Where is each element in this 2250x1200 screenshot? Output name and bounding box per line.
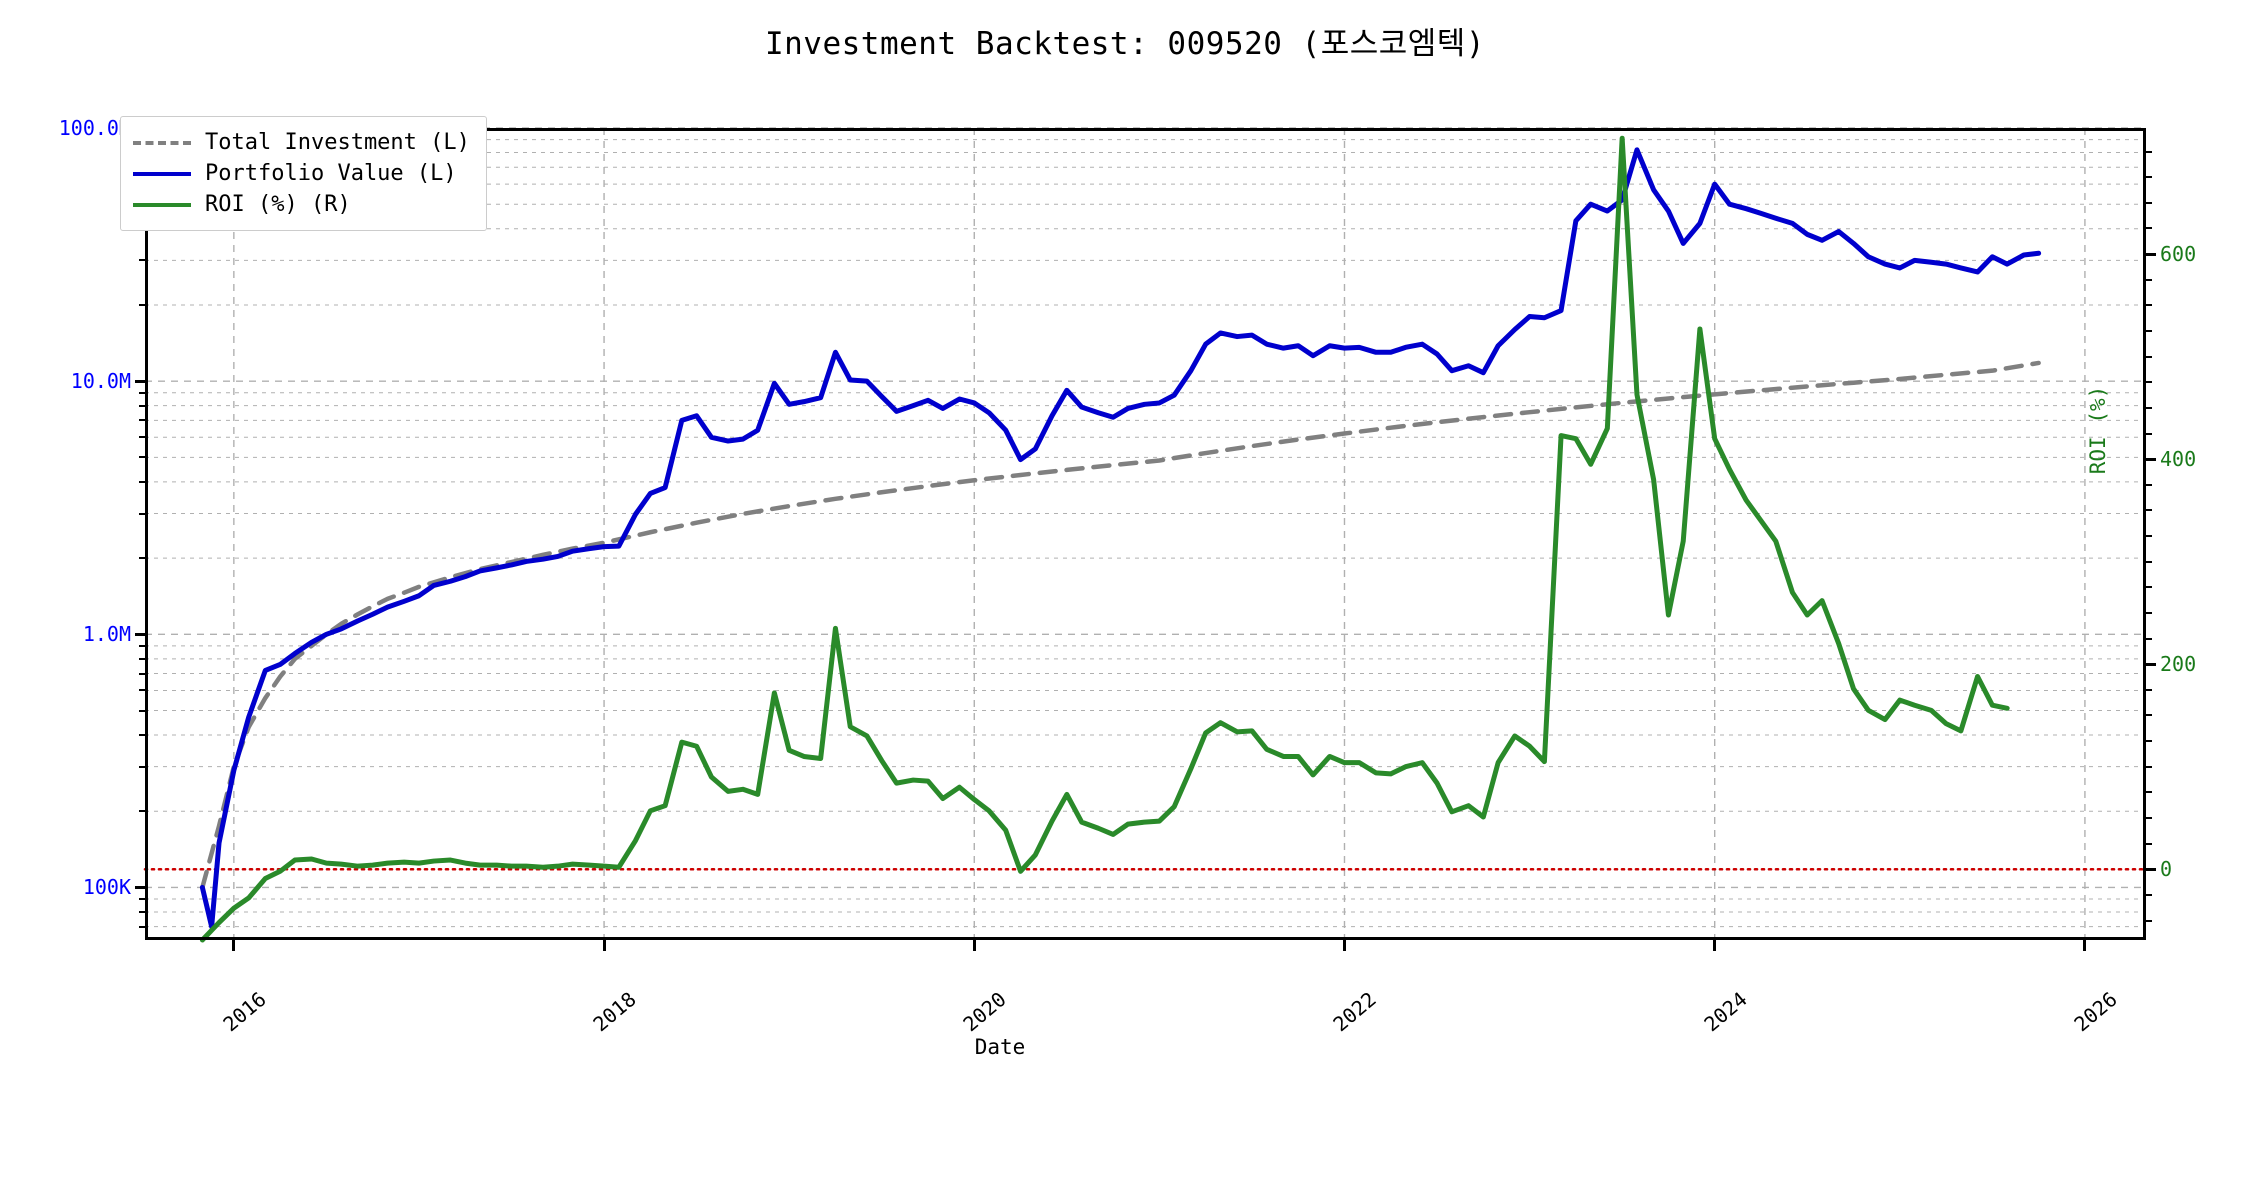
y-tick-mark-left-minor (139, 456, 145, 459)
x-tick-label-0: 2016 (218, 986, 271, 1037)
x-tick-label-5: 2026 (2069, 986, 2122, 1037)
legend-swatch-roi (133, 202, 191, 207)
legend-swatch-portfolio-value (133, 171, 191, 176)
legend-swatch-total-investment (133, 140, 191, 145)
y-tick-mark-right-minor (2146, 611, 2152, 614)
gridlines (145, 127, 2146, 940)
y-tick-mark-right-minor (2146, 227, 2152, 230)
x-tick-mark-5 (2083, 940, 2087, 951)
y-tick-mark-left-minor (139, 480, 145, 483)
chart-title: Investment Backtest: 009520 (포스코엠텍) (764, 26, 1485, 62)
y-tick-mark-right-minor (2146, 381, 2152, 384)
y-tick-mark-left-1 (135, 632, 145, 636)
y-tick-mark-right-minor (2146, 406, 2152, 409)
y-tick-mark-right-minor (2146, 765, 2152, 768)
legend-item-portfolio-value[interactable]: Portfolio Value (L) (133, 158, 470, 189)
y-tick-mark-left-minor (139, 689, 145, 692)
x-tick-mark-4 (1713, 940, 1717, 951)
y-tick-label-right-1: 200 (2160, 652, 2197, 677)
y-tick-mark-right-minor (2146, 432, 2152, 435)
y-tick-mark-right-minor (2146, 893, 2152, 896)
y-tick-mark-left-minor (139, 259, 145, 262)
y-tick-mark-right-minor (2146, 714, 2152, 717)
x-axis-title: Date (974, 1035, 1026, 1059)
chart-canvas (143, 127, 2148, 943)
y-tick-label-left-2: 10.0M (70, 369, 131, 394)
y-tick-mark-right-minor (2146, 560, 2152, 563)
y-tick-label-right-0: 0 (2160, 857, 2173, 882)
plot-area (143, 127, 2148, 943)
y-tick-mark-right-minor (2146, 842, 2152, 845)
legend-label-portfolio-value: Portfolio Value (L) (205, 161, 457, 186)
y-tick-mark-left-minor (139, 709, 145, 712)
x-tick-mark-1 (602, 940, 606, 951)
y-tick-mark-right-minor (2146, 150, 2152, 153)
y-tick-mark-left-minor (139, 644, 145, 647)
y-tick-mark-left-minor (139, 419, 145, 422)
x-tick-mark-0 (232, 940, 236, 951)
x-tick-mark-2 (972, 940, 976, 951)
y-tick-mark-left-minor (139, 657, 145, 660)
x-tick-mark-3 (1342, 940, 1346, 951)
y-tick-mark-right-minor (2146, 535, 2152, 538)
y-tick-mark-right-minor (2146, 176, 2152, 179)
y-axis-right-title: ROI (%) (2086, 385, 2110, 475)
y-tick-mark-left-minor (139, 557, 145, 560)
y-tick-mark-right-minor (2146, 791, 2152, 794)
y-tick-mark-right-minor (2146, 816, 2152, 819)
legend-label-roi: ROI (%) (R) (205, 192, 351, 217)
y-tick-mark-right-minor (2146, 483, 2152, 486)
x-tick-label-2: 2020 (958, 986, 1011, 1037)
y-tick-mark-right-minor (2146, 688, 2152, 691)
y-tick-mark-right-minor (2146, 330, 2152, 332)
y-tick-mark-left-minor (139, 303, 145, 306)
legend-item-total-investment[interactable]: Total Investment (L) (133, 127, 470, 158)
y-tick-mark-left-minor (139, 734, 145, 737)
chart-legend[interactable]: Total Investment (L) Portfolio Value (L)… (120, 116, 487, 231)
series-line-2 (199, 135, 2010, 943)
y-tick-mark-left-minor (139, 925, 145, 928)
y-tick-mark-right-minor (2146, 201, 2152, 204)
series-line-0 (200, 360, 2041, 890)
y-tick-label-left-0: 100K (82, 875, 131, 900)
y-tick-mark-left-minor (139, 765, 145, 768)
y-tick-label-right-3: 600 (2160, 242, 2197, 267)
y-tick-mark-left-minor (139, 436, 145, 439)
y-tick-mark-left-minor (139, 404, 145, 407)
y-tick-label-left-1: 1.0M (82, 622, 131, 647)
x-tick-label-4: 2024 (1699, 986, 1752, 1037)
y-tick-mark-right-1 (2146, 662, 2156, 666)
y-tick-mark-left-minor (139, 810, 145, 813)
y-tick-mark-right-0 (2146, 867, 2156, 871)
y-tick-mark-left-minor (139, 512, 145, 515)
x-tick-label-3: 2022 (1328, 986, 1382, 1037)
x-tick-label-1: 2018 (588, 986, 641, 1037)
legend-label-total-investment: Total Investment (L) (205, 130, 470, 155)
y-tick-label-right-2: 400 (2160, 447, 2197, 472)
series-line-1 (199, 147, 2042, 930)
legend-item-roi[interactable]: ROI (%) (R) (133, 189, 470, 220)
y-tick-mark-right-minor (2146, 586, 2152, 589)
y-tick-mark-left-minor (139, 898, 145, 901)
y-tick-mark-right-3 (2146, 252, 2156, 256)
y-tick-mark-right-minor (2146, 509, 2152, 512)
y-tick-mark-left-minor (139, 672, 145, 675)
y-tick-mark-right-minor (2146, 919, 2152, 922)
y-tick-mark-right-minor (2146, 304, 2152, 307)
y-tick-mark-right-minor (2146, 740, 2152, 743)
series-lines (199, 135, 2042, 943)
y-tick-mark-right-minor (2146, 355, 2152, 358)
y-tick-mark-left-2 (135, 379, 145, 383)
y-tick-mark-right-minor (2146, 637, 2152, 640)
y-tick-label-left-3: 100.0M (58, 116, 131, 140)
y-tick-mark-left-minor (139, 910, 145, 913)
y-tick-mark-right-2 (2146, 457, 2156, 461)
y-tick-mark-left-minor (139, 391, 145, 394)
y-tick-mark-right-minor (2146, 278, 2152, 281)
y-tick-mark-left-0 (135, 885, 145, 889)
